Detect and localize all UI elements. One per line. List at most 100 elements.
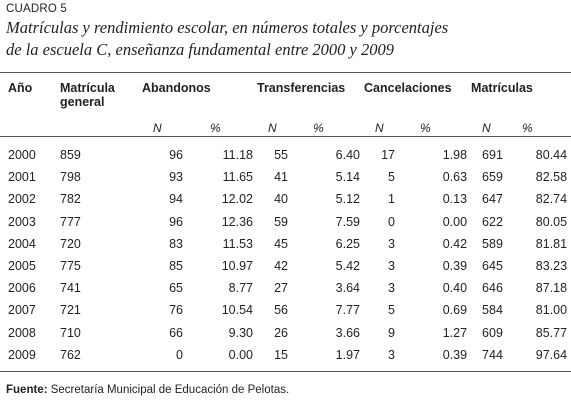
cell-transfers-pct: 6.40 — [335, 148, 360, 163]
subheader-n: N — [268, 121, 277, 135]
cell-spacer — [364, 144, 375, 166]
cell-transfers-pct: 7.77 — [335, 303, 360, 318]
cell-spacer — [142, 144, 153, 166]
cell-spacer — [288, 144, 313, 166]
cell-spacer — [471, 166, 482, 188]
cell-enrollments-n: 645 — [482, 259, 503, 274]
cell-enrollments-pct: 82.58 — [535, 170, 568, 185]
table-row: 2009 762 0 0.00 15 1.97 3 0.39 744 97.64 — [0, 344, 571, 366]
cell-transfers-pct: 6.25 — [335, 236, 360, 251]
cell-transfers-n: 40 — [274, 192, 288, 207]
cell-spacer — [257, 188, 268, 210]
cell-enrollment-general: 777 — [60, 214, 81, 229]
col-year-header: Año — [8, 81, 33, 95]
cell-spacer — [183, 233, 210, 255]
cell-dropouts-n: 65 — [169, 281, 183, 296]
cell-enrollment-general: 775 — [60, 259, 81, 274]
table-row: 2005 775 85 10.97 42 5.42 3 0.39 645 83.23 — [0, 255, 571, 277]
table-row: 2001 798 93 11.65 41 5.14 5 0.63 659 82.58 — [0, 166, 571, 188]
subheader-row: N% N% N% N% — [0, 121, 571, 144]
cell-transfers-n: 59 — [274, 214, 288, 229]
cell-spacer — [142, 233, 153, 255]
cell-dropouts-n: 85 — [169, 259, 183, 274]
cell-spacer — [288, 299, 313, 321]
cell-spacer — [257, 299, 268, 321]
cell-dropouts-pct: 10.97 — [221, 259, 253, 274]
cell-spacer — [288, 166, 313, 188]
cell-spacer — [257, 277, 268, 299]
cell-spacer — [183, 166, 210, 188]
cell-spacer — [142, 166, 153, 188]
cell-spacer — [364, 277, 375, 299]
cell-spacer — [257, 166, 268, 188]
cell-year: 2002 — [8, 192, 36, 207]
cell-dropouts-pct: 11.18 — [222, 148, 253, 163]
cell-year: 2001 — [8, 170, 36, 185]
cell-spacer — [183, 299, 210, 321]
subheader-n: N — [482, 121, 491, 135]
cell-enrollments-n: 646 — [482, 281, 503, 296]
cell-spacer — [257, 233, 268, 255]
cell-spacer — [142, 211, 153, 233]
cell-cancellations-n: 1 — [388, 192, 395, 207]
cell-spacer — [471, 144, 482, 166]
data-table: Año Matrícula general Abandonos Transfer… — [0, 72, 571, 366]
cell-spacer — [395, 188, 420, 210]
cell-enrollment-general: 741 — [60, 281, 81, 296]
cell-spacer — [471, 344, 482, 366]
cell-transfers-n: 42 — [274, 259, 288, 274]
cell-spacer — [395, 144, 420, 166]
cell-enrollments-n: 609 — [482, 325, 503, 340]
cell-dropouts-n: 96 — [169, 214, 183, 229]
cell-cancellations-n: 0 — [388, 214, 395, 229]
col-cancellations-header: Cancelaciones — [364, 81, 452, 95]
cell-spacer — [364, 299, 375, 321]
cell-enrollments-n: 647 — [482, 192, 503, 207]
cell-enrollment-general: 710 — [60, 325, 81, 340]
cell-dropouts-pct: 9.30 — [228, 325, 253, 340]
cell-spacer — [364, 211, 375, 233]
cell-enrollment-general: 720 — [60, 236, 81, 251]
cell-transfers-pct: 1.97 — [335, 347, 360, 362]
cell-cancellations-pct: 0.39 — [442, 259, 468, 274]
top-rule — [0, 72, 571, 73]
cell-cancellations-pct: 1.98 — [442, 148, 468, 163]
cell-dropouts-n: 66 — [169, 325, 183, 340]
subheader-n: N — [375, 121, 384, 135]
cell-year: 2000 — [8, 148, 36, 163]
cell-spacer — [183, 277, 210, 299]
cell-spacer — [471, 277, 482, 299]
cell-spacer — [364, 233, 375, 255]
cell-spacer — [288, 344, 313, 366]
cell-cancellations-n: 3 — [388, 347, 395, 362]
cell-dropouts-n: 76 — [169, 303, 183, 318]
cell-spacer — [257, 322, 268, 344]
subheader-pct: % — [210, 121, 221, 135]
cell-cancellations-pct: 0.39 — [442, 347, 468, 362]
table-row: 2006 741 65 8.77 27 3.64 3 0.40 646 87.18 — [0, 277, 571, 299]
table-label: CUADRO 5 — [6, 3, 68, 15]
cell-spacer — [288, 277, 313, 299]
table-row: 2002 782 94 12.02 40 5.12 1 0.13 647 82.74 — [0, 188, 571, 210]
cell-enrollment-general: 721 — [60, 303, 81, 318]
col-dropouts-header: Abandonos — [142, 81, 211, 95]
cell-spacer — [364, 188, 375, 210]
cell-spacer — [183, 322, 210, 344]
cell-spacer — [471, 255, 482, 277]
subheader-pct: % — [420, 121, 431, 135]
cell-dropouts-n: 94 — [169, 192, 183, 207]
col-transfers-header: Transferencias — [257, 81, 346, 95]
cell-spacer — [471, 322, 482, 344]
cell-spacer — [257, 255, 268, 277]
cell-spacer — [471, 233, 482, 255]
cell-transfers-pct: 5.12 — [335, 192, 360, 207]
cell-cancellations-n: 17 — [381, 148, 395, 163]
cell-transfers-n: 27 — [274, 281, 288, 296]
cell-dropouts-n: 0 — [176, 347, 183, 362]
cell-spacer — [142, 344, 153, 366]
cell-spacer — [288, 255, 313, 277]
cell-spacer — [471, 299, 482, 321]
cell-enrollments-pct: 85.77 — [535, 325, 568, 340]
cell-cancellations-n: 3 — [388, 259, 395, 274]
cell-spacer — [364, 255, 375, 277]
